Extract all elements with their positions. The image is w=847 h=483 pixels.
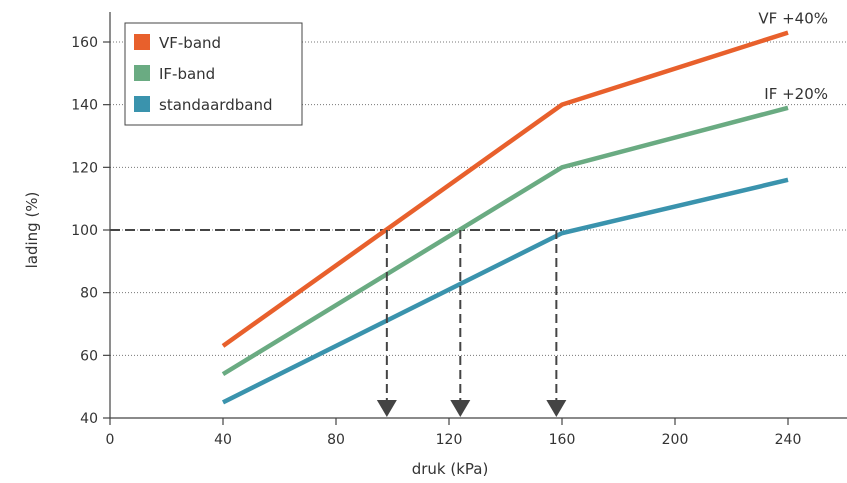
drop-arrows [376,230,567,417]
legend-box [124,22,303,126]
y-tick-label: 140 [71,98,98,114]
y-tick-label: 100 [71,223,98,239]
x-tick-label: 120 [436,432,463,448]
x-tick-label: 80 [327,432,345,448]
y-tick-label: 40 [80,411,98,427]
x-tick-label: 240 [775,432,802,448]
x-tick-label: 0 [106,432,115,448]
x-tick-label: 160 [549,432,576,448]
legend-label: VF-band [159,34,221,52]
annotations: VF +40% IF +20% [758,10,828,103]
series-line [221,30,789,348]
y-tick-label: 60 [80,348,98,364]
y-tick-label: 160 [71,35,98,51]
x-axis-title: druk (kPa) [412,460,489,478]
axes: 40 60 80 100 120 140 160 0 40 80 120 160 200 240 [71,12,847,448]
line-annotation: VF +40% [758,10,828,28]
legend-swatch [134,65,150,81]
arrowhead [376,400,397,417]
y-tick-label: 120 [71,160,98,176]
y-axis-title: lading (%) [23,192,41,269]
legend-label: standaardband [159,96,272,114]
arrowhead [450,400,471,417]
y-tick-label: 80 [80,286,98,302]
series-lines [221,30,789,405]
x-tick-label: 200 [662,432,689,448]
series-line [221,177,789,405]
legend-label: IF-band [159,65,215,83]
series-line [221,105,789,377]
x-tick-label: 40 [214,432,232,448]
legend-swatch [134,34,150,50]
line-annotation: IF +20% [764,85,828,103]
legend: VF-band IF-band standaardband [124,22,303,126]
legend-swatch [134,96,150,112]
arrowhead [546,400,567,417]
